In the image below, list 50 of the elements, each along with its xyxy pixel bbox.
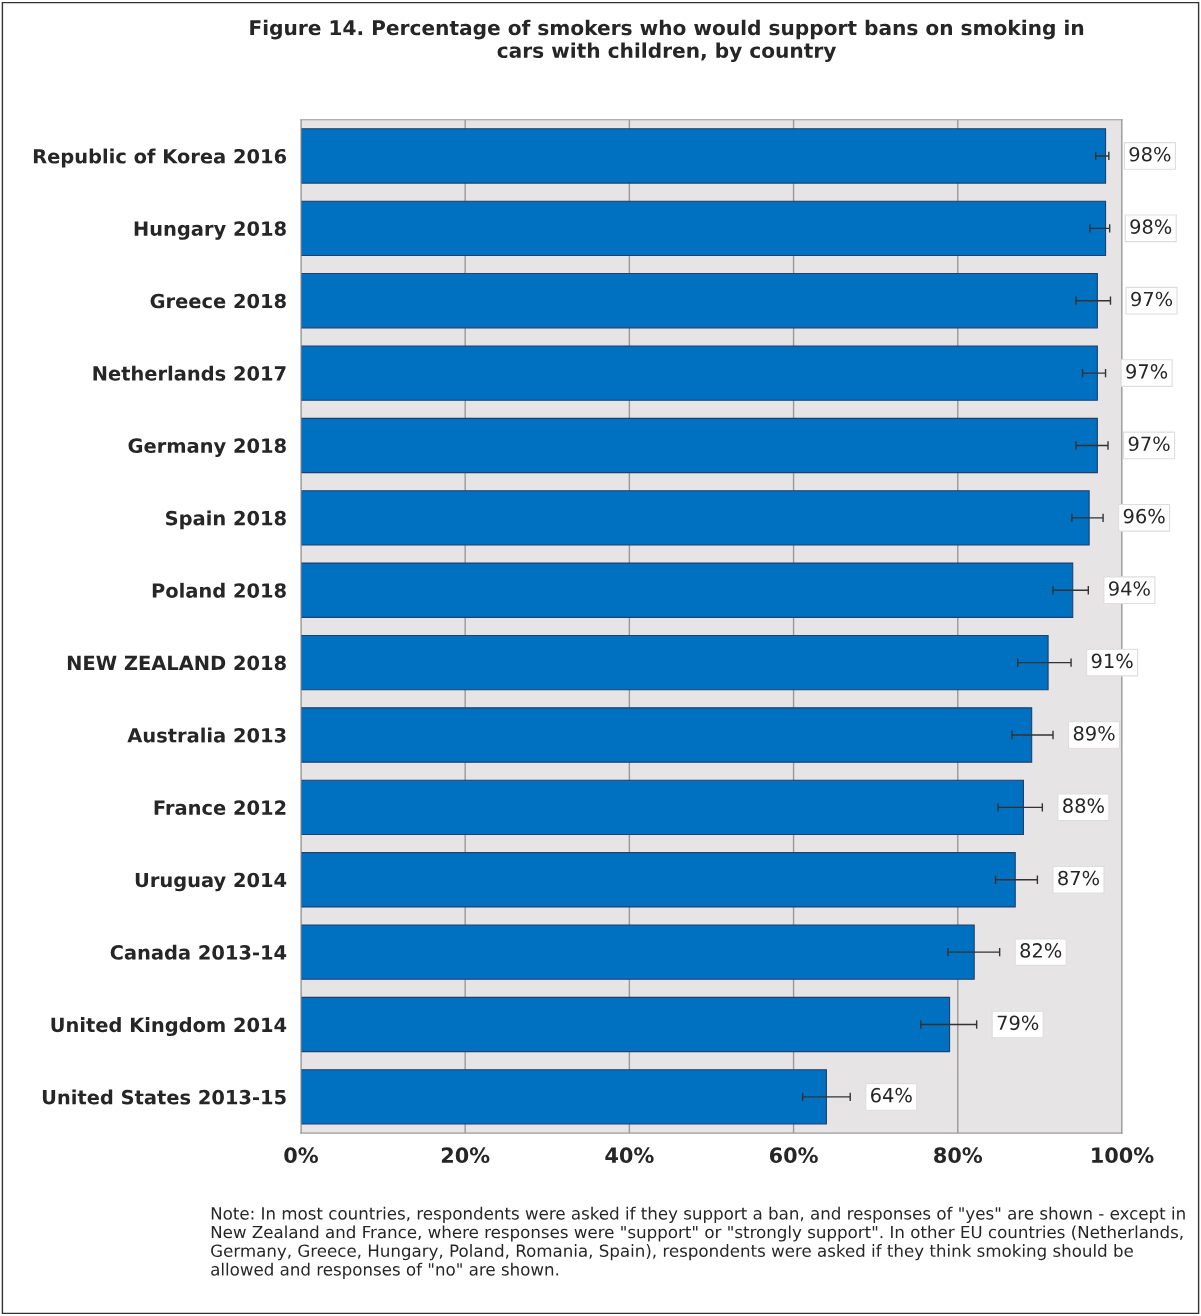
data-label: 89%	[1073, 725, 1115, 741]
x-tick-label: 40%	[605, 1147, 654, 1164]
data-label: 98%	[1129, 146, 1171, 162]
bar	[300, 490, 1090, 546]
y-tick-label: United Kingdom 2014	[51, 1017, 287, 1037]
chart-title: Figure 14. Percentage of smokers who would support bans on smoking in cars with children, by country	[250, 19, 1084, 63]
bar	[300, 779, 1025, 836]
y-tick-label: Republic of Korea 2016	[33, 148, 287, 168]
x-tick-label: 0%	[284, 1147, 318, 1164]
x-tick-label: 80%	[934, 1147, 983, 1164]
data-label: 98%	[1130, 219, 1172, 234]
x-tick-label: 20%	[441, 1147, 490, 1164]
data-label: 64%	[871, 1087, 912, 1103]
bar	[300, 707, 1033, 763]
bar	[300, 345, 1098, 401]
data-label: 87%	[1058, 870, 1099, 886]
bar	[300, 562, 1074, 618]
y-tick-label: Germany 2018	[128, 438, 286, 457]
bar	[300, 128, 1107, 184]
data-label: 91%	[1091, 653, 1133, 669]
bar	[300, 634, 1049, 691]
y-tick-label: Netherlands 2017	[93, 365, 286, 381]
bar	[300, 924, 975, 980]
y-tick-label: Uruguay 2014	[135, 872, 287, 892]
y-tick-label: NEW ZEALAND 2018	[67, 655, 286, 671]
bar	[300, 200, 1107, 257]
y-tick-label: Greece 2018	[150, 293, 286, 309]
text: Note: In most countries, respondents were asked if they support a ban, and responses of "yes" are shown - except in New Zealand and France, where responses were "support" or "strongly support". In other EU countries (Netherlands, Germany, Greece, Hungary, Poland, Romania, Spain), respondents were asked if they think smoking should be allowed and responses of "no" are shown.	[211, 1206, 1185, 1279]
y-tick-label: Australia 2013	[127, 727, 286, 743]
bar	[300, 1069, 827, 1125]
data-label: 97%	[1128, 436, 1170, 452]
data-label: 79%	[997, 1015, 1039, 1031]
y-tick-label: France 2012	[154, 800, 286, 816]
data-label: 97%	[1131, 291, 1173, 307]
data-label: 97%	[1126, 364, 1168, 379]
bar	[300, 852, 1016, 908]
data-label: 96%	[1123, 508, 1165, 524]
bar	[300, 417, 1098, 474]
data-label: 94%	[1108, 581, 1150, 596]
data-label: 88%	[1063, 798, 1104, 814]
data-label: 82%	[1020, 943, 1062, 958]
bar	[300, 273, 1098, 329]
x-tick-label: 100%	[1092, 1147, 1154, 1164]
bar	[300, 996, 951, 1053]
y-tick-label: Poland 2018	[152, 582, 286, 598]
x-tick-label: 60%	[769, 1147, 818, 1164]
y-tick-label: United States 2013-15	[42, 1089, 286, 1105]
y-tick-label: Hungary 2018	[134, 221, 286, 240]
y-tick-label: Canada 2013-14	[110, 944, 287, 960]
y-tick-label: Spain 2018	[166, 510, 286, 530]
